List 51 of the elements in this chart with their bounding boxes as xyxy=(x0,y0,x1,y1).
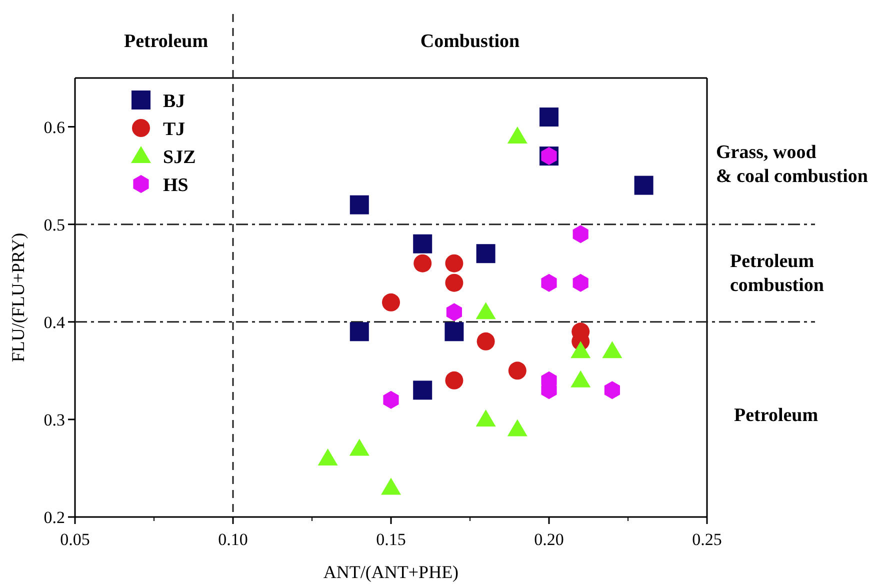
point xyxy=(541,274,557,292)
point xyxy=(570,370,591,388)
point xyxy=(350,322,369,342)
y-tick-label: 0.4 xyxy=(44,312,66,332)
x-tick-label: 0.20 xyxy=(534,530,564,549)
legend-label: HS xyxy=(163,175,188,196)
point xyxy=(604,381,620,400)
text: Petroleum xyxy=(734,405,818,426)
x-tick-label: 0.25 xyxy=(692,530,722,549)
point xyxy=(445,371,464,390)
point xyxy=(508,362,526,380)
point xyxy=(349,438,370,456)
point xyxy=(602,341,622,358)
y-tick-label: 0.6 xyxy=(44,118,65,137)
text: Grass, wood & coal combustion xyxy=(716,142,868,187)
legend-label: TJ xyxy=(163,119,186,140)
point xyxy=(383,390,399,409)
point xyxy=(318,448,338,466)
point xyxy=(381,478,401,495)
point xyxy=(476,409,496,426)
point xyxy=(414,254,432,272)
point xyxy=(476,302,496,320)
point xyxy=(540,108,558,127)
text: Petroleum combustion xyxy=(730,251,824,296)
point xyxy=(507,419,528,436)
point xyxy=(413,380,432,400)
point xyxy=(570,341,591,358)
y-tick-label: 0.3 xyxy=(44,410,65,430)
text: Combustion xyxy=(420,31,520,52)
legend-label: SJZ xyxy=(163,147,196,168)
point xyxy=(444,322,464,342)
x-tick-label: 0.10 xyxy=(218,530,248,549)
legend-label: BJ xyxy=(163,91,186,112)
point xyxy=(572,225,588,244)
text: Petroleum xyxy=(124,31,208,52)
x-tick-label: 0.05 xyxy=(60,530,90,549)
y-tick-label: 0.5 xyxy=(44,215,65,234)
point xyxy=(350,195,369,214)
point xyxy=(572,274,588,292)
point xyxy=(413,234,432,254)
y-tick-label: 0.2 xyxy=(44,508,65,527)
point xyxy=(634,176,654,195)
point xyxy=(476,244,496,264)
point xyxy=(382,293,400,312)
point xyxy=(445,254,464,272)
point xyxy=(476,332,495,350)
point xyxy=(446,303,462,322)
x-axis-title: ANT/(ANT+PHE) xyxy=(323,562,459,582)
y-axis-title: FLU/(FLU+PRY) xyxy=(8,232,28,362)
point xyxy=(445,274,464,292)
x-tick-label: 0.15 xyxy=(376,530,406,549)
